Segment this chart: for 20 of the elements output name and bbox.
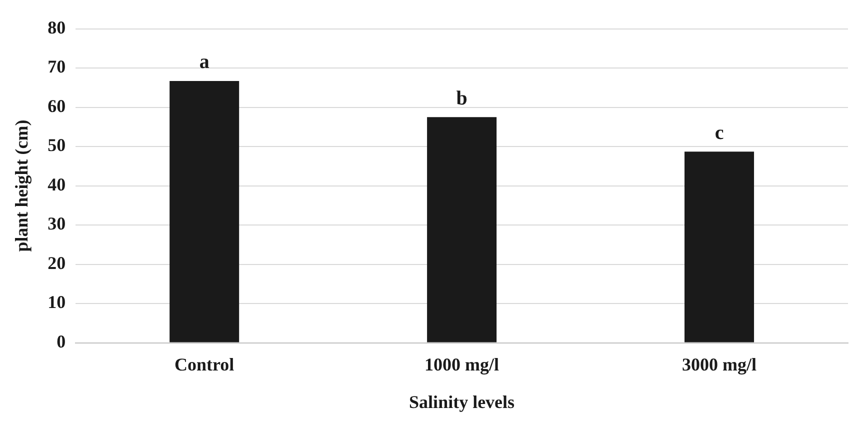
- bar: [170, 81, 240, 342]
- x-tick-label: Control: [174, 354, 234, 374]
- annotation: b: [456, 87, 468, 110]
- annotation: c: [714, 122, 724, 144]
- y-tick-label: 20: [48, 252, 66, 273]
- x-tick-label: 1000 mg/l: [424, 354, 500, 374]
- y-tick-label: 10: [48, 292, 66, 312]
- y-tick-label: 30: [48, 214, 66, 234]
- bar: [684, 152, 754, 342]
- y-tick-label: 70: [48, 56, 66, 77]
- annotation: a: [199, 51, 210, 74]
- x-tick-label: 3000 mg/l: [682, 354, 757, 374]
- y-axis-title: plant height (cm): [11, 120, 32, 252]
- y-tick-label: 40: [48, 174, 66, 194]
- bar: [427, 117, 497, 342]
- y-tick-label: 60: [48, 96, 66, 116]
- y-tick-label: 0: [56, 331, 66, 352]
- y-tick-label: 80: [48, 17, 66, 38]
- x-axis-title: Salinity levels: [409, 392, 515, 412]
- y-tick-label: 50: [48, 135, 66, 156]
